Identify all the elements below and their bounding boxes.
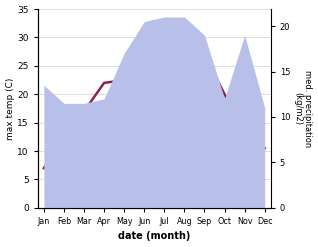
X-axis label: date (month): date (month) [118,231,190,242]
Y-axis label: med. precipitation
(kg/m2): med. precipitation (kg/m2) [293,70,313,147]
Y-axis label: max temp (C): max temp (C) [5,77,15,140]
